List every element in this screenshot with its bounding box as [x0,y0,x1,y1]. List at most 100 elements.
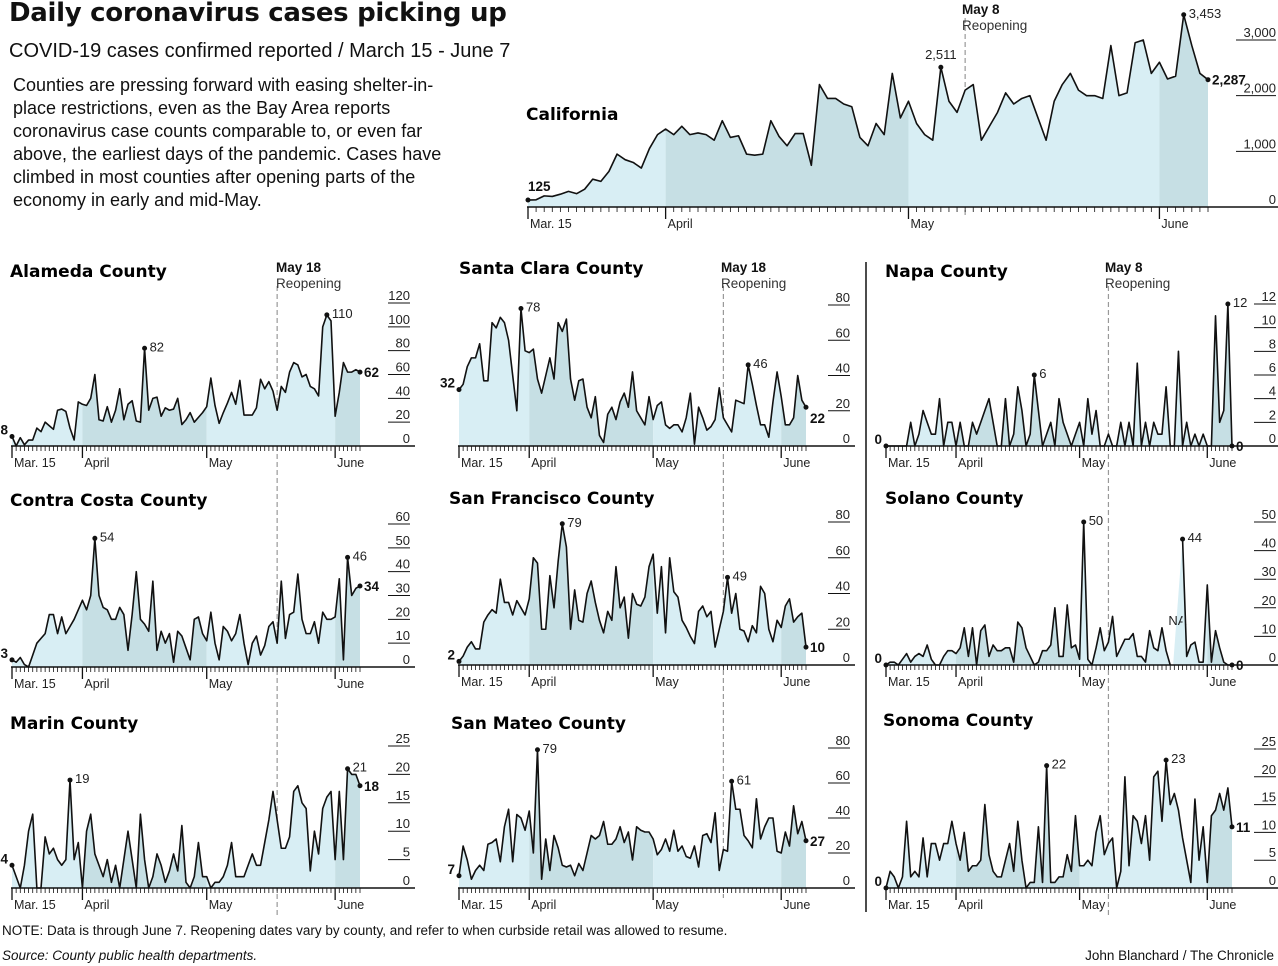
start-label: 0 [874,874,882,889]
series-line-contra-costa [11,537,361,668]
y-tick-label: 8 [1269,336,1276,351]
peak-point [559,521,565,527]
peak-point [1225,301,1231,307]
chart-title: California [526,105,618,125]
peak-label: 12 [1233,295,1247,310]
peak-label: 6 [1039,366,1046,381]
y-tick-label: 40 [396,383,410,398]
peak-point [345,554,351,560]
end-label: 10 [810,640,825,655]
start-point [883,443,889,449]
peak-point [1044,763,1050,769]
y-tick-label: 0 [843,431,850,446]
y-tick-label: 80 [836,507,850,522]
end-label: 2,287 [1212,73,1246,88]
peak-point [729,778,735,784]
y-tick-label: 25 [396,731,410,746]
peak-label: 110 [332,306,353,321]
end-point [357,369,363,375]
y-tick-label: 60 [836,768,850,783]
month-band [781,749,806,888]
y-tick-label: 1,000 [1243,136,1276,151]
y-tick-label: 40 [396,557,410,572]
peak-label: 54 [100,529,114,544]
x-tick-label: May [1082,675,1106,689]
y-tick-label: 15 [1262,790,1276,805]
end-label: 0 [1236,439,1244,454]
peak-label: 19 [75,771,89,786]
y-tick-label: 20 [836,838,850,853]
end-label: 22 [810,411,825,426]
page-subtitle: COVID-19 cases confirmed reported / Marc… [9,40,511,62]
peak-point [142,345,148,351]
end-point [1229,443,1235,449]
y-tick-label: 4 [1269,384,1276,399]
peak-point [67,777,73,783]
x-tick-label: Mar. 15 [461,898,503,912]
series-line-san-francisco [458,522,807,662]
x-tick-label: April [531,456,556,470]
month-band [653,749,782,888]
y-tick-label: 6 [1269,360,1276,375]
x-tick-label: June [1209,456,1236,470]
y-tick-label: 20 [836,396,850,411]
y-tick-label: 5 [403,845,410,860]
y-tick-label: 10 [396,628,410,643]
reopening-date: May 18 [721,260,767,275]
x-tick-label: June [337,677,364,691]
y-tick-label: 60 [396,509,410,524]
x-tick-label: April [958,675,983,689]
end-point [803,644,809,650]
end-label: 62 [364,365,379,380]
chart-title: Napa County [885,262,1008,282]
missing-data-fill [1173,539,1183,665]
x-tick-label: May [910,217,934,231]
peak-point [324,312,330,318]
peak-point [1081,519,1087,525]
peak-label: 22 [1052,757,1066,772]
peak-point [92,535,98,541]
y-tick-label: 2 [1269,407,1276,422]
y-tick-label: 3,000 [1243,25,1276,40]
y-tick-label: 0 [843,650,850,665]
series-line-california [527,13,1209,201]
y-tick-label: 0 [1269,873,1276,888]
x-tick-label: June [783,456,810,470]
area-california [528,14,1208,207]
x-tick-label: April [531,898,556,912]
x-tick-label: Mar. 15 [888,675,930,689]
peak-label: 3,453 [1189,6,1222,21]
end-point [357,783,363,789]
y-tick-label: 80 [396,336,410,351]
month-band [1079,304,1208,446]
x-tick-label: Mar. 15 [888,456,930,470]
intro-text: Counties are pressing forward with easin… [13,75,442,210]
chart-title: Solano County [885,489,1024,509]
start-label: 0 [874,651,882,666]
peak-label: 46 [353,548,367,563]
reopening-date: May 18 [276,260,322,275]
series-line-sonoma [885,759,1233,889]
start-point [456,387,462,393]
y-tick-label: 50 [1262,507,1276,522]
start-label: 4 [0,851,8,866]
month-band [528,14,666,207]
x-tick-label: June [783,675,810,689]
peak-label: 78 [526,300,540,315]
start-point [9,433,15,439]
peak-point [518,306,524,312]
page-title: Daily coronavirus cases picking up [9,0,507,28]
y-tick-label: 0 [403,431,410,446]
peak-point [1181,12,1187,18]
credit: John Blanchard / The Chronicle [1085,948,1274,963]
y-tick-label: 60 [396,360,410,375]
x-tick-label: Mar. 15 [461,456,503,470]
y-tick-label: 25 [1262,734,1276,749]
series-line-san-mateo [458,748,807,881]
end-point [803,838,809,844]
y-tick-label: 5 [1269,845,1276,860]
y-tick-label: 80 [836,290,850,305]
footnote: NOTE: Data is through June 7. Reopening … [2,923,728,938]
end-label: 27 [810,834,825,849]
start-label: 8 [0,422,8,437]
